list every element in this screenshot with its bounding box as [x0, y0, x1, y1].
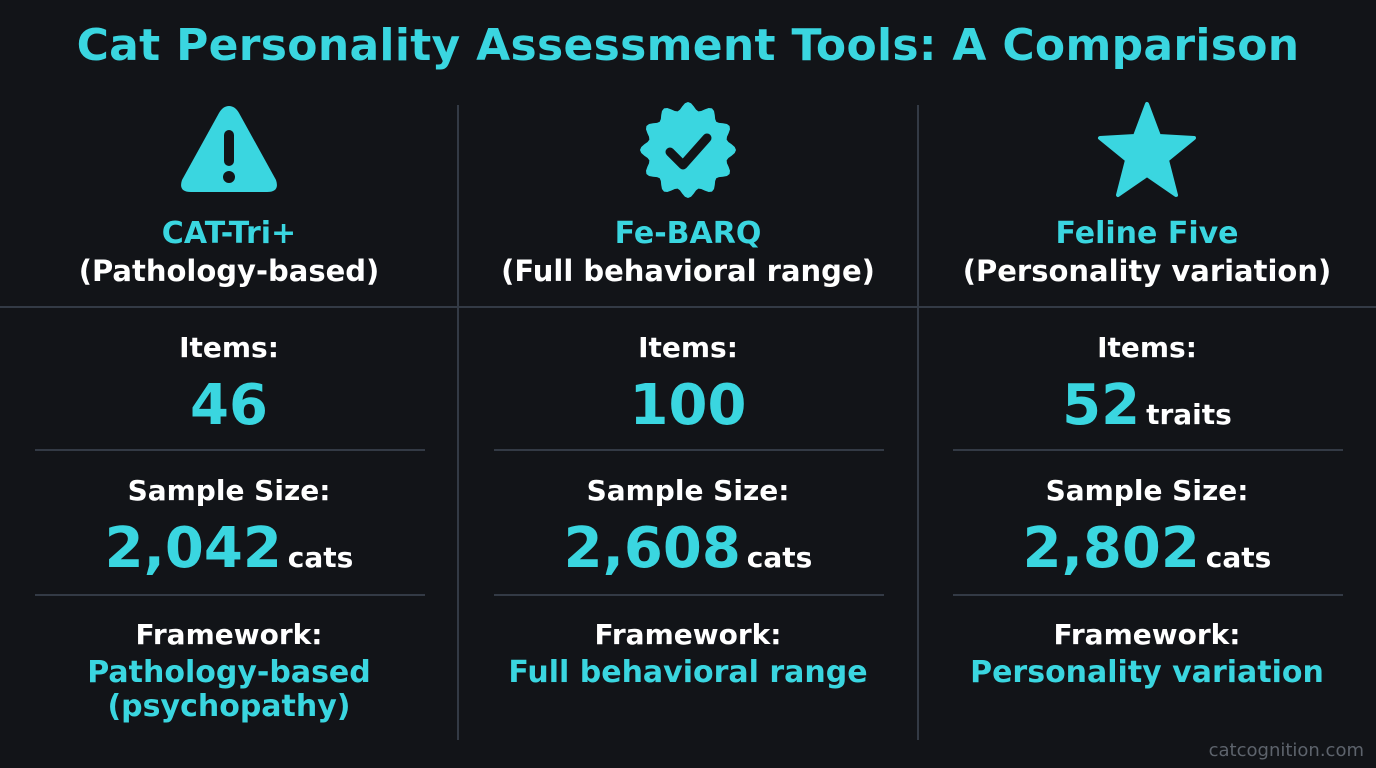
items-label: Items: — [1097, 331, 1197, 364]
framework-value: Pathology-based (psychopathy) — [0, 656, 458, 724]
row-divider — [953, 449, 1343, 451]
verified-badge-icon — [638, 100, 738, 200]
items-label: Items: — [638, 331, 738, 364]
items-value: 46 — [190, 373, 268, 438]
tool-subtitle: (Full behavioral range) — [501, 254, 875, 288]
sample-label: Sample Size: — [1045, 474, 1249, 507]
sample-label: Sample Size: — [586, 474, 790, 507]
sample-value: 2,802 — [1022, 516, 1200, 581]
sample-unit: cats — [287, 541, 354, 574]
sample-value: 2,608 — [563, 516, 741, 581]
header-divider — [0, 306, 1376, 308]
row-divider — [35, 594, 425, 596]
tool-column: Fe-BARQ (Full behavioral range) Items: 1… — [459, 0, 917, 768]
row-divider — [953, 594, 1343, 596]
sample-unit: cats — [1205, 541, 1272, 574]
sample-value: 2,042 — [104, 516, 282, 581]
tool-name: CAT-Tri+ — [161, 216, 297, 251]
row-divider — [494, 594, 884, 596]
page-title: Cat Personality Assessment Tools: A Comp… — [76, 20, 1300, 71]
framework-label: Framework: — [1053, 618, 1241, 651]
items-value: 100 — [629, 373, 747, 438]
framework-value: Full behavioral range — [459, 656, 917, 690]
items-value: 52 — [1062, 373, 1141, 438]
tool-name: Feline Five — [1055, 216, 1239, 251]
sample-unit: cats — [746, 541, 813, 574]
row-divider — [35, 449, 425, 451]
framework-line: (psychopathy) — [107, 689, 351, 724]
tool-column: Feline Five (Personality variation) Item… — [918, 0, 1376, 768]
tool-subtitle: (Pathology-based) — [78, 254, 380, 288]
framework-value: Personality variation — [918, 656, 1376, 690]
row-divider — [494, 449, 884, 451]
framework-label: Framework: — [594, 618, 782, 651]
framework-label: Framework: — [135, 618, 323, 651]
tool-subtitle: (Personality variation) — [962, 254, 1332, 288]
column-divider — [917, 105, 919, 740]
star-icon — [1097, 100, 1197, 200]
framework-line: Pathology-based — [87, 655, 371, 690]
sample-label: Sample Size: — [127, 474, 331, 507]
footer-watermark: catcognition.com — [1208, 740, 1364, 761]
column-divider — [457, 105, 459, 740]
tool-name: Fe-BARQ — [614, 216, 762, 251]
framework-line: Full behavioral range — [508, 655, 868, 690]
items-label: Items: — [179, 331, 279, 364]
items-unit: traits — [1146, 398, 1232, 431]
tool-column: CAT-Tri+ (Pathology-based) Items: 46 Sam… — [0, 0, 458, 768]
framework-line: Personality variation — [970, 655, 1324, 690]
warning-triangle-icon — [179, 100, 279, 200]
